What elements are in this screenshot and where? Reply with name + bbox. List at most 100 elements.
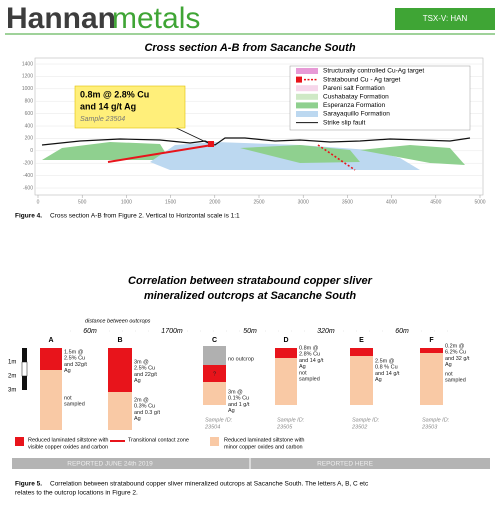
column-note: 2.5% Cu xyxy=(134,366,155,372)
y-tick-label: -200 xyxy=(23,161,33,167)
column-segment xyxy=(108,348,132,392)
legend-label: Reduced laminated siltstone with xyxy=(28,437,108,443)
reported-label: REPORTED JUNE 24th 2019 xyxy=(67,461,153,468)
scale-bar xyxy=(22,348,27,362)
column-note: not xyxy=(445,371,453,377)
column-letter: B xyxy=(117,337,122,344)
column-note: 0.2m @ xyxy=(445,343,465,349)
column-note: 0.8m @ xyxy=(299,345,319,351)
column-segment xyxy=(275,348,297,358)
distance: 60m xyxy=(83,328,97,335)
column-letter: C xyxy=(212,337,217,344)
caption: Cross section A-B from Figure 2. Vertica… xyxy=(50,213,240,220)
column-note: no outcrop xyxy=(228,356,254,362)
column-note: 0.8 % Cu xyxy=(375,365,398,371)
y-tick-label: -600 xyxy=(23,185,33,191)
column-note: 2.8% Cu xyxy=(299,352,320,358)
esperanza xyxy=(42,142,170,160)
column-segment xyxy=(203,382,226,405)
scale-label: 2m xyxy=(8,374,16,380)
sample-id: Sample ID: xyxy=(352,417,380,423)
column-note: 6.2% Cu xyxy=(445,350,466,356)
topography xyxy=(41,137,471,146)
stratabound-line xyxy=(317,144,356,171)
logo-right: metals xyxy=(112,2,200,35)
column-note: 2m @ xyxy=(134,397,149,403)
column-note: Ag xyxy=(299,364,306,370)
scale-bar xyxy=(22,376,27,390)
legend-label: Sarayaquillo Formation xyxy=(323,111,390,118)
column-note: and 32g/t xyxy=(64,362,87,368)
reported-bar xyxy=(12,458,490,469)
y-tick-label: 1200 xyxy=(22,74,33,80)
column-segment xyxy=(420,353,443,405)
y-tick-label: 200 xyxy=(25,136,34,142)
sample-id: Sample ID: xyxy=(205,417,233,423)
sample-id: Sample ID: xyxy=(277,417,305,423)
legend-label: Transitional contact zone xyxy=(128,437,189,443)
x-tick-label: 3500 xyxy=(342,199,353,205)
y-tick-label: 400 xyxy=(25,123,34,129)
column-note: not xyxy=(64,395,72,401)
column-note: 3m @ xyxy=(134,359,149,365)
sample-id: Sample ID: xyxy=(422,417,450,423)
y-tick-label: 0 xyxy=(30,148,33,154)
column-note: Ag xyxy=(64,368,71,374)
target-arrow xyxy=(107,144,213,163)
distance: 1700m xyxy=(161,328,183,335)
sample-id: 23504 xyxy=(204,424,220,430)
x-tick-label: 3000 xyxy=(298,199,309,205)
legend-label: minor copper oxides and carbon xyxy=(224,444,303,450)
column-note: Ag xyxy=(134,416,141,422)
legend-swatch xyxy=(296,68,318,74)
scale-label: 3m xyxy=(8,388,16,394)
legend-swatch xyxy=(296,93,318,100)
legend-label: Pareni salt Formation xyxy=(323,85,385,92)
legend-swatch xyxy=(296,85,318,92)
column-segment xyxy=(40,370,62,430)
column-note: 1.5m @ xyxy=(64,349,84,355)
column-note: sampled xyxy=(445,378,466,384)
callout-line: and 14 g/t Ag xyxy=(80,101,136,111)
column-note: and 22g/t xyxy=(134,372,157,378)
sample-id: 23505 xyxy=(276,424,293,430)
column-note: Ag xyxy=(134,378,141,384)
column-note: and 1 g/t xyxy=(228,402,250,408)
esperanza-3 xyxy=(360,145,465,165)
legend-swatch xyxy=(15,437,24,446)
column-note: 0.3% Cu xyxy=(134,404,155,410)
legend-swatch xyxy=(210,437,219,446)
column-note: and 14 g/t xyxy=(299,358,324,364)
x-tick-label: 2000 xyxy=(209,199,220,205)
legend-box xyxy=(289,65,471,131)
y-tick-label: 1000 xyxy=(22,86,33,92)
column-segment xyxy=(350,356,373,405)
column-letter: F xyxy=(429,337,434,344)
caption: Correlation between stratabound copper s… xyxy=(50,481,369,488)
x-tick-label: 1000 xyxy=(121,199,132,205)
section-geology xyxy=(41,124,471,171)
legend-label: Esperanza Formation xyxy=(323,102,386,109)
column-letter: E xyxy=(359,337,364,344)
x-tick-label: 4000 xyxy=(386,199,397,205)
callout-line: 0.8m @ 2.8% Cu xyxy=(80,89,149,99)
column-note: ? xyxy=(213,371,216,377)
ticker: TSX-V: HAN xyxy=(423,14,468,23)
column-letter: D xyxy=(283,337,288,344)
column-segment xyxy=(203,365,226,382)
x-tick-label: 4500 xyxy=(430,199,441,205)
column-note: 2.5m @ xyxy=(375,358,395,364)
column-note: 3m @ xyxy=(228,389,243,395)
legend-swatch xyxy=(296,102,318,109)
legend-label: Reduced laminated siltstone with xyxy=(224,437,304,443)
column-note: not xyxy=(299,370,307,376)
reported-label: REPORTED HERE xyxy=(317,461,374,468)
column-note: sampled xyxy=(64,402,85,408)
column-note: Ag xyxy=(228,408,235,414)
column-note: and 0.3 g/t xyxy=(134,410,160,416)
column-segment xyxy=(40,348,62,370)
figure5-title: Correlation between stratabound copper s… xyxy=(128,275,373,287)
figure4-title: Cross section A-B from Sacanche South xyxy=(144,42,355,54)
sample-id: 23502 xyxy=(351,424,367,430)
